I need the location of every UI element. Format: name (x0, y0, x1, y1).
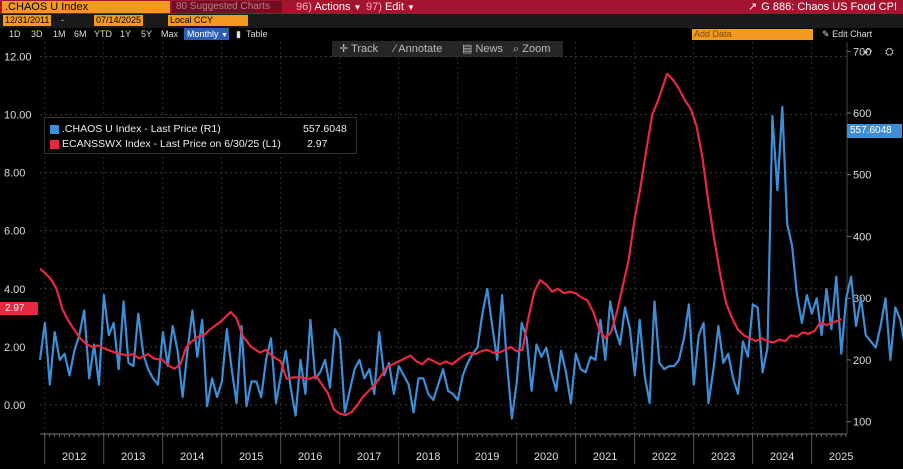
y-right-tick-label: 300 (853, 293, 871, 305)
start-date-input[interactable]: 12/31/2011 (3, 15, 52, 26)
actions-prefix: 96) (296, 1, 312, 13)
annotate-label: Annotate (398, 43, 443, 55)
legend-value: 2.97 (307, 138, 328, 150)
range-6m[interactable]: 6M (74, 29, 87, 39)
edit-prefix: 97) (366, 1, 382, 13)
x-tick-label: 2013 (121, 451, 145, 463)
pencil-icon: ⁄ (394, 43, 396, 55)
title-text: G 886: Chaos US Food CPI (761, 1, 897, 13)
news-label: News (475, 43, 503, 55)
x-tick-label: 2023 (711, 451, 735, 463)
annotate-button[interactable]: ⁄ Annotate (394, 41, 442, 57)
edit-menu[interactable]: 97) Edit ▼ (366, 0, 415, 14)
actions-label: Actions (314, 1, 351, 13)
zoom-label: Zoom (522, 43, 551, 55)
right-price-tag: 557.6048 (847, 124, 902, 138)
suggested-charts-prefix: 80 (176, 1, 190, 12)
suggested-charts-label: Suggested Charts (189, 1, 270, 12)
window-title: ↗ G 886: Chaos US Food CPI (748, 0, 897, 14)
date-separator: - (61, 15, 64, 25)
x-tick-label: 2025 (829, 451, 853, 463)
range-1y[interactable]: 1Y (120, 29, 132, 39)
news-icon: ▤ (462, 43, 473, 55)
chevron-down-icon: ▼ (353, 3, 362, 12)
y-right-tick-label: 200 (853, 355, 871, 367)
frequency-select[interactable]: Monthly ▼ (184, 28, 229, 40)
x-tick-label: 2020 (534, 451, 558, 463)
x-tick-label: 2019 (475, 451, 499, 463)
zoom-button[interactable]: ⌕ Zoom (513, 41, 550, 57)
y-left-tick-label: 10.00 (4, 110, 32, 122)
table-bars-icon: ▮ (236, 29, 241, 39)
x-tick-label: 2024 (770, 451, 794, 463)
y-left-tick-label: 4.00 (4, 284, 25, 296)
series-line-ecanssw (39, 72, 842, 417)
news-button[interactable]: ▤ News (462, 41, 503, 57)
x-tick-label: 2021 (593, 451, 617, 463)
y-left-tick-label: 12.00 (4, 52, 32, 64)
undo-icon[interactable]: ↶ (863, 47, 873, 59)
crosshair-icon: ✛ (339, 43, 349, 55)
x-tick-label: 2015 (239, 451, 263, 463)
suggested-charts-button[interactable]: 80 Suggested Charts (172, 1, 282, 13)
range-ytd[interactable]: YTD (94, 29, 112, 39)
legend: .CHAOS U Index - Last Price (R1) 557.604… (44, 117, 357, 154)
edit-chart-button[interactable]: ✎ Edit Chart (822, 28, 872, 41)
x-tick-label: 2014 (180, 451, 204, 463)
x-tick-label: 2022 (652, 451, 676, 463)
range-3d[interactable]: 3D (31, 29, 43, 39)
y-right-tick-label: 700 (853, 46, 871, 58)
series-layer (38, 72, 903, 420)
actions-menu[interactable]: 96) Actions ▼ (296, 0, 361, 14)
pencil-icon: ✎ (822, 29, 830, 39)
axes-layer: 12.00 10.00 8.00 6.00 4.00 2.00 0.00 700 600 500 4… (4, 42, 871, 464)
legend-label: ECANSSWX Index - Last Price on 6/30/25 (… (62, 138, 281, 150)
chevron-down-icon: ▼ (407, 3, 415, 12)
y-left-tick-label: 2.00 (4, 342, 25, 354)
y-left-tick-label: 6.00 (4, 226, 25, 238)
track-button[interactable]: ✛ Track (339, 41, 378, 57)
y-right-tick-label: 100 (853, 417, 871, 429)
x-tick-label: 2012 (62, 451, 86, 463)
range-1m[interactable]: 1M (53, 29, 66, 39)
x-tick-label: 2016 (298, 451, 322, 463)
ticker-input[interactable]: .CHAOS U Index (2, 1, 170, 13)
currency-select[interactable]: Local CCY (168, 15, 248, 26)
add-data-input[interactable]: Add Data (692, 29, 813, 40)
range-1d[interactable]: 1D (9, 29, 21, 39)
legend-value: 557.6048 (303, 123, 347, 135)
left-price-tag: 2.97 (0, 302, 38, 315)
x-tick-label: 2018 (416, 451, 440, 463)
series-line-chaos (38, 105, 903, 420)
table-button[interactable]: Table (246, 29, 268, 39)
x-tick-label: 2017 (357, 451, 381, 463)
y-right-tick-label: 500 (853, 170, 871, 182)
y-right-tick-label: 400 (853, 231, 871, 243)
end-date-input[interactable]: 07/14/2025 (94, 15, 144, 26)
legend-swatch (50, 140, 59, 149)
edit-chart-label: Edit Chart (832, 29, 873, 39)
range-max[interactable]: Max (161, 29, 179, 39)
y-right-tick-label: 600 (853, 108, 871, 120)
legend-label: .CHAOS U Index - Last Price (R1) (62, 123, 221, 135)
range-5y[interactable]: 5Y (141, 29, 153, 39)
chevron-down-icon: ▼ (221, 32, 228, 39)
external-link-icon[interactable]: ↗ (748, 1, 758, 13)
chart-toolbar (332, 41, 563, 57)
track-label: Track (351, 43, 379, 55)
y-left-tick-label: 8.00 (4, 168, 25, 180)
legend-swatch (50, 125, 59, 134)
frequency-label: Monthly (187, 29, 219, 39)
magnifier-icon: ⌕ (513, 43, 520, 55)
settings-icon[interactable]: ⛭ (885, 46, 894, 58)
edit-label: Edit (384, 1, 404, 13)
y-left-tick-label: 0.00 (4, 400, 25, 412)
